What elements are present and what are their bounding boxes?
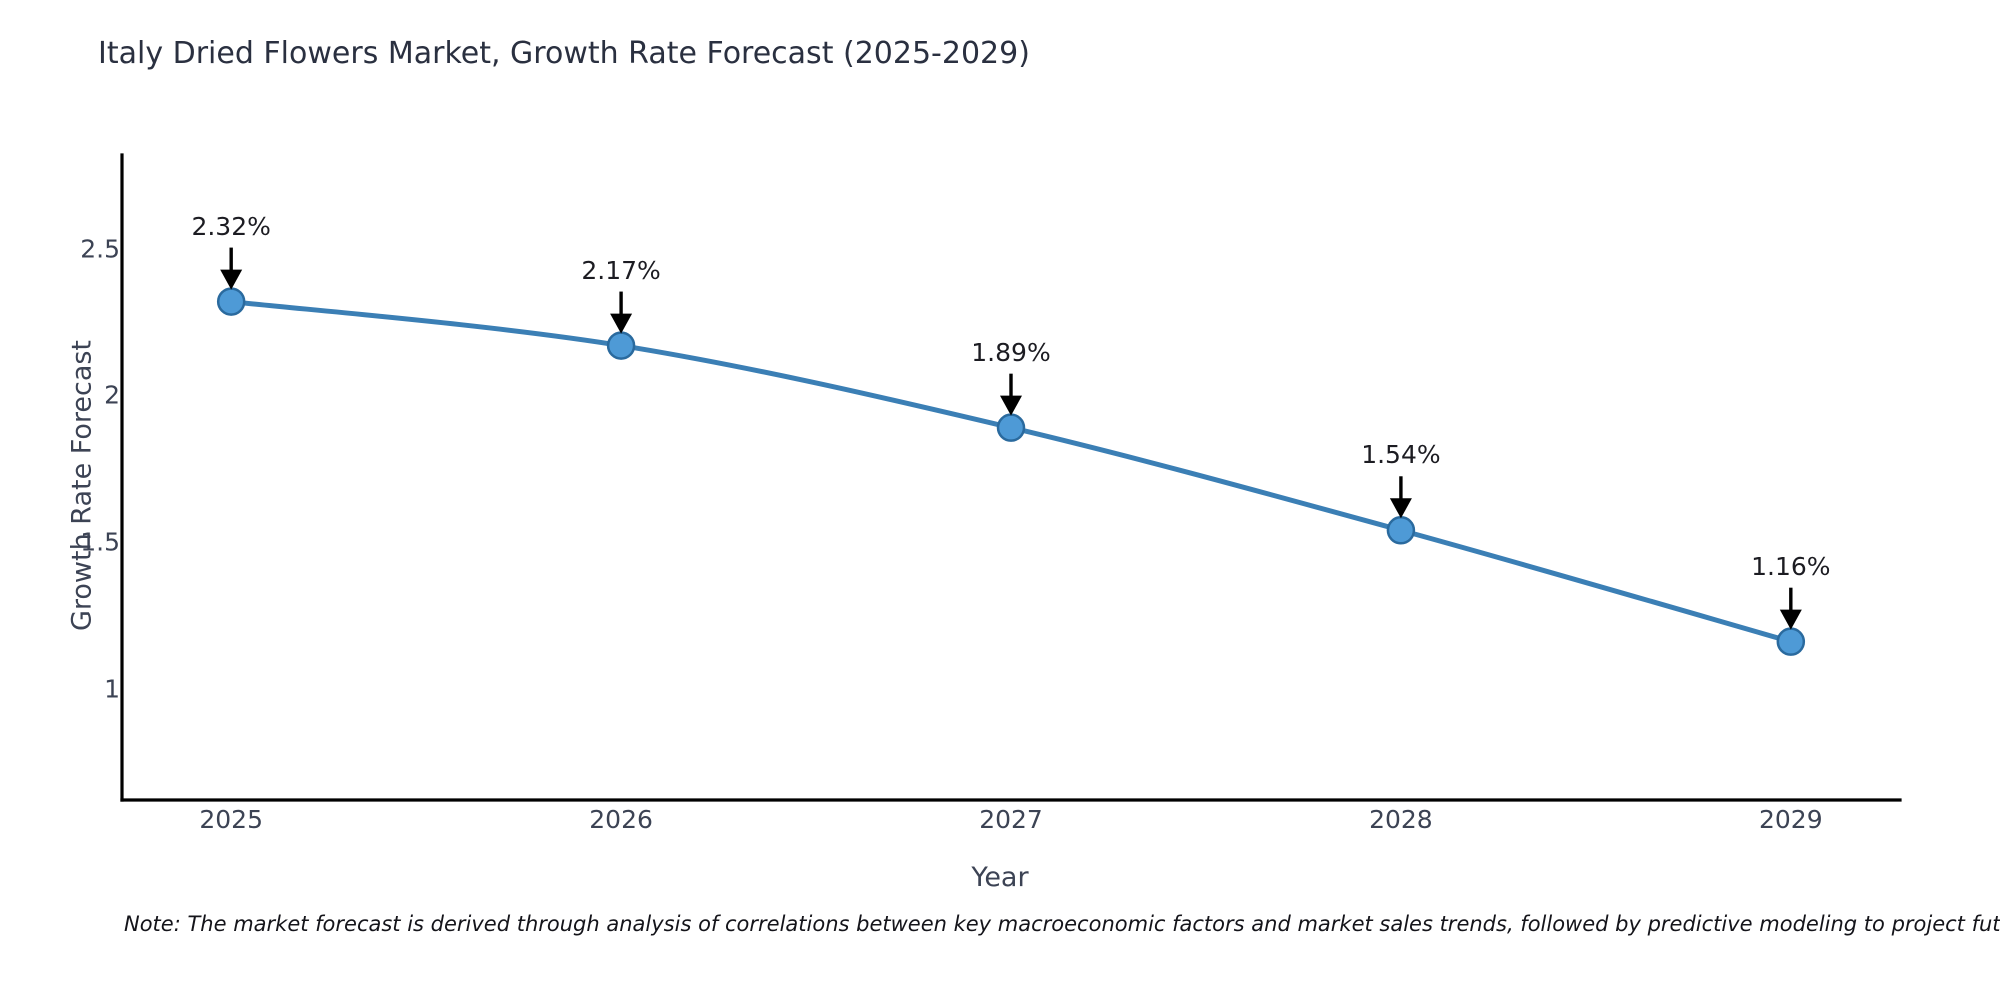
x-tick-label: 2028 bbox=[1369, 805, 1433, 834]
y-tick-label: 1.5 bbox=[80, 527, 120, 557]
annotation-arrow-head bbox=[610, 313, 633, 334]
data-point-label: 1.89% bbox=[971, 337, 1051, 367]
data-point-marker[interactable] bbox=[996, 413, 1026, 442]
y-tick-label: 1 bbox=[104, 674, 120, 704]
x-axis-label: Year bbox=[971, 862, 1029, 893]
data-point-marker[interactable] bbox=[1386, 516, 1416, 545]
y-tick-label: 2 bbox=[104, 380, 120, 410]
annotation-arrows bbox=[220, 247, 1802, 630]
y-tick-label: 2.5 bbox=[80, 234, 120, 264]
data-point-markers bbox=[216, 287, 1806, 656]
data-point-label: 2.17% bbox=[581, 255, 661, 285]
annotation-arrow-head bbox=[1779, 609, 1802, 630]
axis-spines bbox=[120, 153, 1902, 802]
chart-title: Italy Dried Flowers Market, Growth Rate … bbox=[98, 36, 1030, 71]
data-point-label: 1.16% bbox=[1751, 551, 1831, 581]
annotation-arrow-head bbox=[220, 269, 243, 290]
x-tick-label: 2026 bbox=[589, 805, 653, 834]
data-point-label: 1.54% bbox=[1361, 440, 1441, 470]
forecast-line bbox=[228, 299, 1794, 645]
data-point-marker[interactable] bbox=[1776, 627, 1806, 656]
data-point-marker[interactable] bbox=[606, 331, 636, 360]
chart-footnote: Note: The market forecast is derived thr… bbox=[124, 912, 2000, 936]
data-point-label: 2.32% bbox=[191, 211, 271, 241]
x-tick-label: 2025 bbox=[199, 805, 263, 834]
data-point-marker[interactable] bbox=[216, 287, 246, 316]
x-tick-label: 2027 bbox=[979, 805, 1043, 834]
annotation-arrow-head bbox=[1389, 498, 1412, 519]
data-series-line bbox=[228, 299, 1794, 645]
x-tick-label: 2029 bbox=[1759, 805, 1823, 834]
annotation-arrow-head bbox=[1000, 395, 1022, 416]
